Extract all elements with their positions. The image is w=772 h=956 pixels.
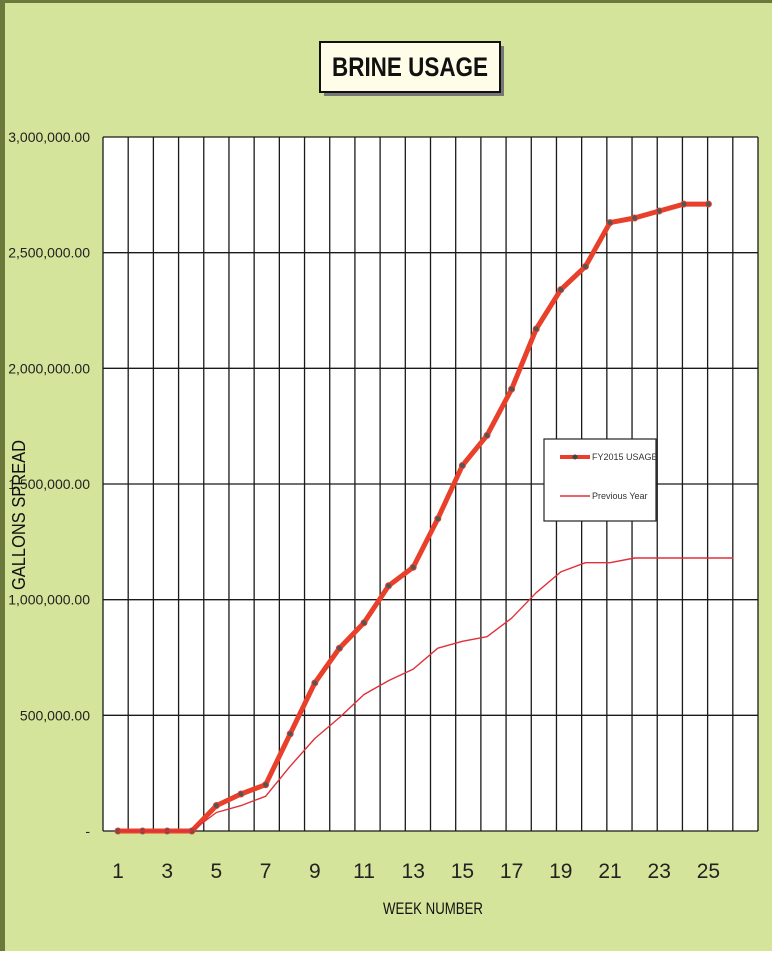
title-frame: [319, 41, 501, 93]
data-point-current: [262, 781, 270, 789]
data-point-current: [237, 790, 245, 798]
data-point-current: [508, 385, 516, 393]
legend: FY2015 USAGE Previous Year: [543, 438, 658, 522]
y-axis-ticks: - 500,000.00 1,000,000.00 1,500,000.00 2,000…: [8, 129, 90, 839]
y-tick-label: -: [85, 823, 90, 839]
data-point-current: [311, 679, 319, 687]
x-axis-label: WEEK NUMBER: [383, 899, 483, 918]
chart-title: BRINE USAGE: [332, 52, 488, 82]
data-point-current: [606, 219, 614, 227]
data-point-current: [458, 461, 466, 469]
data-point-current: [335, 644, 343, 652]
legend-marker-current: [572, 454, 578, 460]
x-tick-label: 15: [451, 860, 474, 883]
y-tick-label: 1,000,000.00: [8, 592, 90, 608]
x-tick-label: 1: [112, 860, 124, 883]
x-tick-label: 23: [648, 860, 671, 883]
y-tick-label: 3,000,000.00: [8, 129, 90, 145]
x-axis-ticks: 1 3 5 7 9 11 13 15 17 19 21 23 25: [112, 860, 720, 883]
x-tick-label: 25: [697, 860, 720, 883]
legend-box: [543, 438, 657, 522]
data-point-current: [483, 431, 491, 439]
data-point-current: [557, 286, 565, 294]
data-point-current: [434, 515, 442, 523]
data-point-current: [286, 730, 294, 738]
legend-label-current: FY2015 USAGE: [592, 452, 658, 462]
x-tick-label: 21: [598, 860, 621, 883]
y-axis-label: GALLONS SPREAD: [9, 440, 29, 590]
y-tick-label: 2,500,000.00: [8, 245, 90, 261]
data-point-current: [360, 619, 368, 627]
data-point-current: [212, 802, 220, 810]
x-tick-label: 13: [402, 860, 425, 883]
x-tick-label: 11: [353, 860, 375, 883]
x-tick-label: 7: [260, 860, 272, 883]
x-tick-label: 5: [211, 860, 223, 883]
y-tick-label: 500,000.00: [20, 707, 90, 723]
x-tick-label: 3: [161, 860, 173, 883]
data-point-current: [385, 582, 393, 590]
x-tick-label: 19: [549, 860, 572, 883]
top-border: [0, 0, 772, 3]
y-tick-label: 1,500,000.00: [8, 476, 90, 492]
data-point-current: [655, 207, 663, 215]
series-line-previous: [117, 557, 734, 832]
data-point-current: [532, 325, 540, 333]
data-point-current: [704, 200, 712, 208]
x-tick-label: 9: [309, 860, 321, 883]
data-point-current: [581, 263, 589, 271]
data-point-current: [631, 214, 639, 222]
legend-label-previous: Previous Year: [592, 491, 648, 501]
data-point-current: [680, 200, 688, 208]
x-tick-label: 17: [500, 860, 523, 883]
left-border: [0, 0, 5, 951]
data-point-current: [409, 563, 417, 571]
grid: [102, 136, 759, 832]
y-tick-label: 2,000,000.00: [8, 360, 90, 376]
series: [114, 200, 734, 835]
title-box: BRINE USAGE: [319, 41, 504, 96]
